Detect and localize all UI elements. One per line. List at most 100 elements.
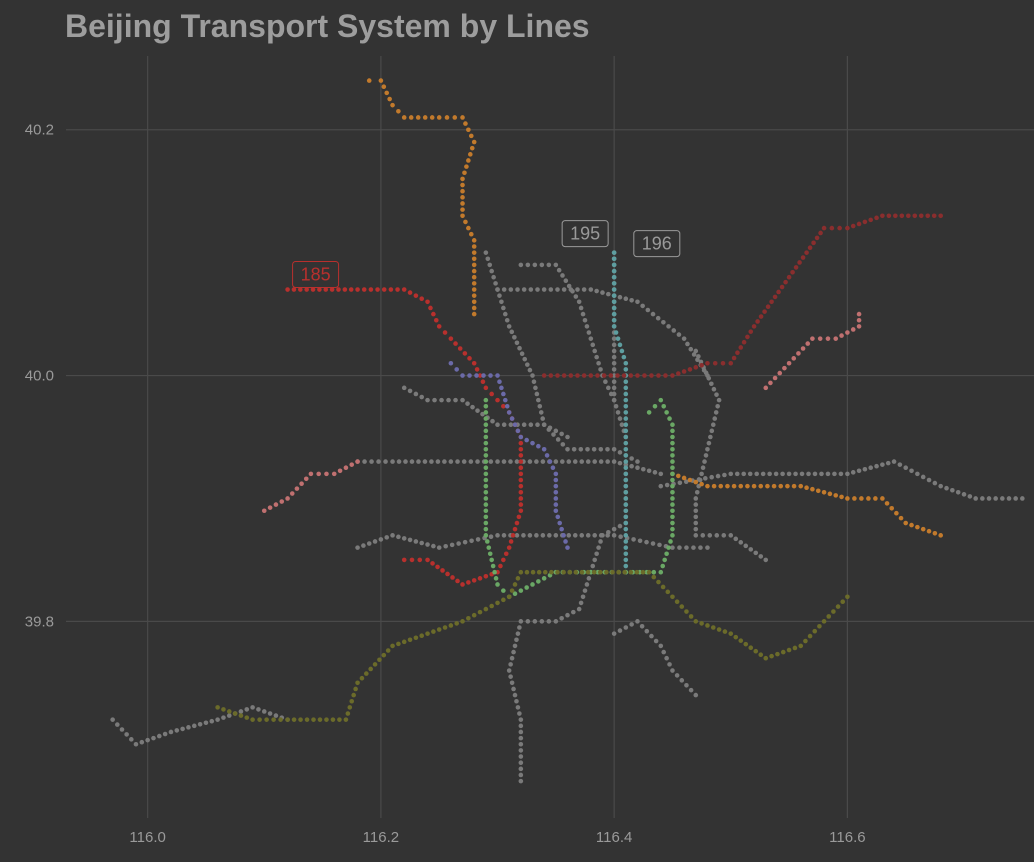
station-point <box>670 422 675 428</box>
station-point <box>926 477 932 483</box>
station-point <box>509 655 515 661</box>
station-point <box>453 341 458 346</box>
station-point <box>279 499 285 504</box>
station-point <box>601 373 607 378</box>
station-point <box>477 609 483 615</box>
station-point <box>713 410 719 415</box>
station-point <box>655 315 661 321</box>
station-point <box>422 115 428 120</box>
station-point <box>623 459 629 464</box>
station-point <box>909 522 914 528</box>
station-point <box>639 623 645 629</box>
station-point <box>396 534 401 540</box>
station-point <box>782 365 787 371</box>
station-point <box>618 534 623 539</box>
station-point <box>932 480 938 486</box>
station-point <box>516 514 522 520</box>
station-point <box>586 576 592 581</box>
station-point <box>460 213 465 219</box>
station-point <box>838 471 844 477</box>
station-point <box>483 453 489 458</box>
station-point <box>628 373 634 378</box>
station-point <box>506 594 512 600</box>
station-point <box>743 543 749 549</box>
station-point <box>561 373 567 378</box>
station-point <box>501 287 507 292</box>
station-point <box>385 648 391 653</box>
station-point <box>436 545 442 550</box>
station-point <box>221 707 226 712</box>
station-point <box>361 287 367 292</box>
station-point <box>793 471 798 477</box>
station-point <box>651 574 657 580</box>
station-point <box>623 533 629 538</box>
station-point <box>661 319 666 325</box>
station-point <box>460 188 465 194</box>
station-point <box>361 543 366 548</box>
station-point <box>594 354 599 360</box>
station-point <box>658 483 664 489</box>
station-point <box>600 290 605 295</box>
station-point <box>560 273 565 278</box>
station-point <box>455 459 460 464</box>
station-point <box>541 373 547 378</box>
station-point <box>980 496 985 501</box>
station-point <box>539 262 545 268</box>
line-series <box>261 459 360 514</box>
station-point <box>623 453 629 458</box>
station-point <box>502 397 508 403</box>
station-point <box>906 213 911 219</box>
station-point <box>716 627 722 632</box>
station-point <box>837 225 842 231</box>
station-point <box>880 462 885 467</box>
station-point <box>349 462 355 467</box>
station-point <box>868 217 874 223</box>
station-point <box>453 397 458 403</box>
station-point <box>874 215 879 221</box>
station-point <box>623 483 629 489</box>
station-point <box>527 367 533 373</box>
station-point <box>508 539 514 544</box>
station-point <box>611 262 617 268</box>
station-point <box>509 680 515 686</box>
station-point <box>457 346 463 351</box>
station-point <box>536 397 541 403</box>
station-point <box>468 231 474 237</box>
station-point <box>238 709 244 714</box>
station-point <box>491 274 496 280</box>
station-point <box>693 692 699 698</box>
station-point <box>553 477 559 483</box>
station-point <box>670 545 675 550</box>
station-point <box>488 373 493 378</box>
station-point <box>702 459 707 464</box>
station-point <box>517 711 522 716</box>
station-point <box>456 541 461 546</box>
station-point <box>706 375 712 381</box>
line-series <box>285 287 524 587</box>
line-series <box>495 287 710 378</box>
station-point <box>769 299 774 305</box>
station-point <box>561 533 566 538</box>
station-point <box>926 528 932 534</box>
station-point <box>471 287 477 292</box>
line-series <box>355 533 710 550</box>
station-point <box>585 446 590 452</box>
station-point <box>463 219 468 225</box>
station-point <box>471 612 477 618</box>
station-point <box>623 385 629 391</box>
station-point <box>536 579 541 584</box>
station-point <box>629 456 634 461</box>
station-point <box>613 403 619 409</box>
station-point <box>611 317 617 323</box>
station-point <box>483 508 489 514</box>
station-point <box>833 336 839 341</box>
station-point <box>611 324 617 329</box>
station-point <box>832 471 837 477</box>
station-point <box>681 336 687 341</box>
station-point <box>291 287 297 292</box>
line-series <box>506 471 629 784</box>
station-point <box>687 477 693 483</box>
station-point <box>289 491 295 496</box>
station-point <box>993 496 998 501</box>
station-point <box>413 391 419 397</box>
